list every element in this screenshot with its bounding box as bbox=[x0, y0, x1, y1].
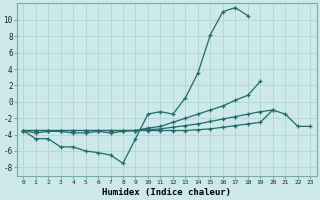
X-axis label: Humidex (Indice chaleur): Humidex (Indice chaleur) bbox=[102, 188, 231, 197]
